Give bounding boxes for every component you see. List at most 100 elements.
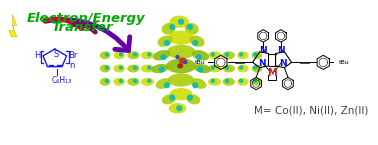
- Ellipse shape: [147, 52, 152, 57]
- Ellipse shape: [187, 95, 193, 101]
- Ellipse shape: [147, 65, 152, 70]
- Ellipse shape: [187, 24, 193, 30]
- Ellipse shape: [225, 52, 229, 57]
- Ellipse shape: [133, 65, 137, 70]
- Ellipse shape: [167, 45, 195, 59]
- Ellipse shape: [192, 82, 198, 88]
- Ellipse shape: [156, 78, 171, 89]
- Ellipse shape: [153, 50, 170, 60]
- Ellipse shape: [169, 24, 175, 30]
- Ellipse shape: [147, 79, 152, 83]
- Ellipse shape: [127, 51, 139, 59]
- Text: Transfer: Transfer: [51, 21, 113, 34]
- Text: H: H: [34, 51, 40, 60]
- Ellipse shape: [169, 95, 175, 101]
- Ellipse shape: [164, 40, 170, 46]
- Text: M: M: [267, 68, 277, 78]
- Ellipse shape: [237, 65, 249, 72]
- Ellipse shape: [185, 23, 199, 35]
- Ellipse shape: [113, 51, 125, 59]
- Ellipse shape: [158, 66, 165, 72]
- Ellipse shape: [253, 79, 257, 83]
- Ellipse shape: [162, 94, 176, 105]
- Ellipse shape: [166, 58, 196, 73]
- Ellipse shape: [168, 73, 194, 87]
- Ellipse shape: [141, 65, 154, 72]
- Ellipse shape: [183, 61, 188, 64]
- Ellipse shape: [239, 52, 243, 57]
- Ellipse shape: [119, 79, 123, 83]
- Text: N: N: [279, 59, 287, 68]
- Ellipse shape: [237, 78, 249, 86]
- FancyArrowPatch shape: [45, 20, 130, 50]
- Ellipse shape: [127, 65, 139, 72]
- Ellipse shape: [100, 78, 110, 86]
- Ellipse shape: [211, 79, 215, 83]
- Text: C₆H₁₃: C₆H₁₃: [52, 76, 72, 85]
- Ellipse shape: [239, 79, 243, 83]
- Ellipse shape: [252, 78, 262, 86]
- Ellipse shape: [208, 78, 221, 86]
- Text: N: N: [259, 46, 267, 55]
- Ellipse shape: [178, 19, 184, 25]
- Ellipse shape: [223, 65, 235, 72]
- Ellipse shape: [192, 40, 198, 46]
- Text: N: N: [258, 59, 265, 68]
- Ellipse shape: [225, 79, 229, 83]
- Ellipse shape: [237, 51, 249, 59]
- Ellipse shape: [175, 55, 180, 59]
- Text: M= Co(II), Ni(II), Zn(II): M= Co(II), Ni(II), Zn(II): [254, 105, 369, 115]
- Ellipse shape: [133, 52, 137, 57]
- Ellipse shape: [252, 51, 262, 59]
- Ellipse shape: [113, 65, 125, 72]
- Ellipse shape: [253, 52, 257, 57]
- Ellipse shape: [133, 79, 137, 83]
- Ellipse shape: [186, 94, 200, 105]
- Text: S: S: [53, 50, 58, 59]
- Ellipse shape: [196, 54, 202, 60]
- Text: tBu: tBu: [195, 60, 206, 65]
- Ellipse shape: [113, 78, 125, 86]
- Ellipse shape: [179, 57, 187, 64]
- Ellipse shape: [160, 54, 166, 60]
- Ellipse shape: [253, 65, 257, 70]
- Ellipse shape: [192, 50, 209, 60]
- Ellipse shape: [197, 66, 204, 72]
- Ellipse shape: [252, 65, 262, 72]
- Ellipse shape: [169, 31, 194, 45]
- Ellipse shape: [176, 105, 183, 111]
- Ellipse shape: [151, 64, 169, 73]
- Ellipse shape: [177, 63, 183, 69]
- Ellipse shape: [208, 65, 221, 72]
- Ellipse shape: [223, 51, 235, 59]
- Text: N: N: [277, 46, 285, 55]
- Ellipse shape: [225, 65, 229, 70]
- Ellipse shape: [100, 51, 110, 59]
- Ellipse shape: [169, 103, 186, 114]
- Ellipse shape: [105, 52, 109, 57]
- Text: Br: Br: [68, 51, 77, 60]
- Ellipse shape: [223, 78, 235, 86]
- Ellipse shape: [164, 82, 170, 88]
- Ellipse shape: [170, 88, 192, 100]
- Ellipse shape: [194, 64, 211, 73]
- Ellipse shape: [170, 16, 189, 28]
- Ellipse shape: [162, 23, 176, 35]
- Polygon shape: [9, 15, 17, 37]
- Ellipse shape: [105, 79, 109, 83]
- Ellipse shape: [141, 78, 154, 86]
- Ellipse shape: [141, 51, 154, 59]
- Ellipse shape: [158, 36, 173, 47]
- FancyArrowPatch shape: [45, 19, 82, 29]
- Ellipse shape: [211, 65, 215, 70]
- Text: Electron/Energy: Electron/Energy: [26, 12, 145, 25]
- Ellipse shape: [239, 65, 243, 70]
- Text: n: n: [70, 61, 75, 70]
- Ellipse shape: [191, 78, 206, 89]
- Ellipse shape: [100, 65, 110, 72]
- FancyArrowPatch shape: [73, 25, 95, 32]
- Ellipse shape: [119, 65, 123, 70]
- Ellipse shape: [211, 52, 215, 57]
- Ellipse shape: [189, 36, 204, 47]
- Ellipse shape: [208, 51, 221, 59]
